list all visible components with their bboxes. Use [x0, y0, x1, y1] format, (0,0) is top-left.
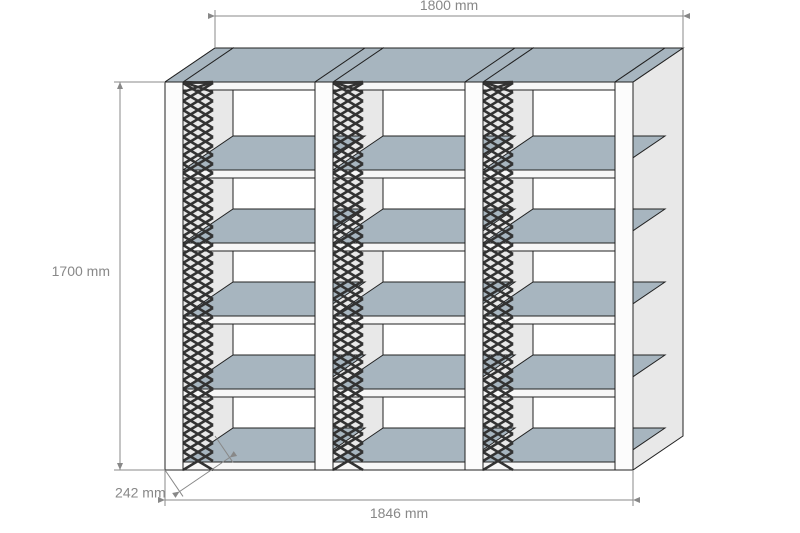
- dim-bottom-width-label: 1846 mm: [370, 505, 428, 521]
- dim-top-width-label: 1800 mm: [420, 0, 478, 13]
- dim-height-label: 1700 mm: [52, 263, 110, 279]
- shelving-diagram: 1700 mm 1800 mm 1846 mm 242 mm: [0, 0, 800, 533]
- dim-depth-label: 242 mm: [115, 485, 166, 501]
